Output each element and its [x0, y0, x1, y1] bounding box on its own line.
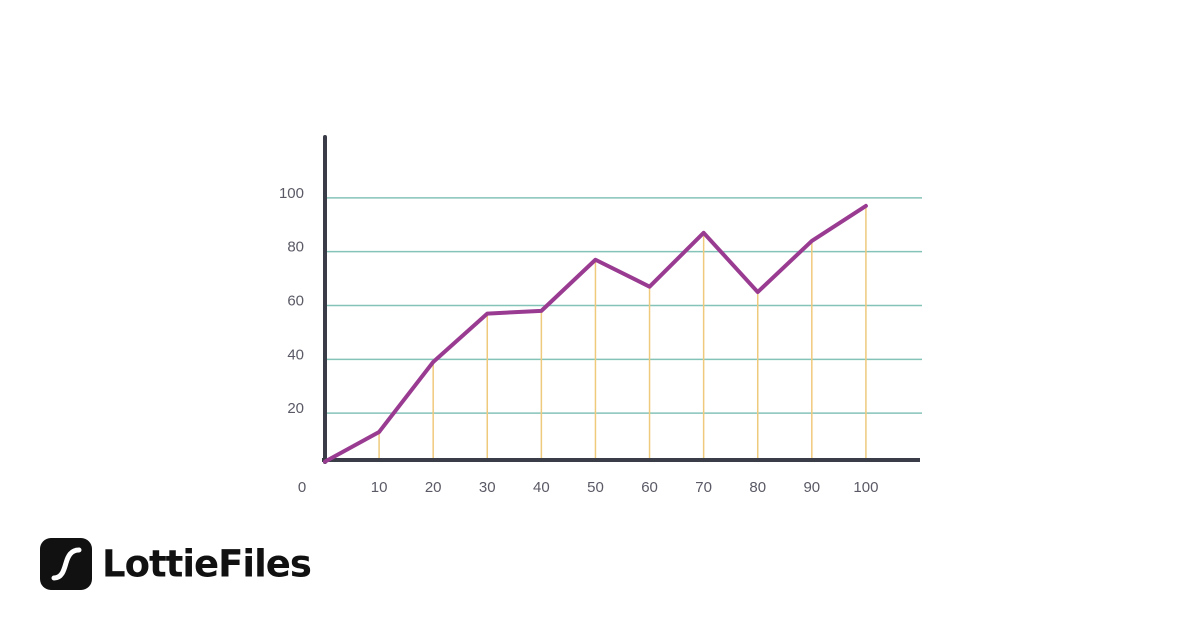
x-tick-label: 100: [853, 479, 878, 496]
y-tick-label: 40: [287, 346, 304, 363]
y-tick-label: 100: [279, 185, 304, 202]
y-tick-label: 80: [287, 239, 304, 256]
x-tick-label: 10: [371, 479, 388, 496]
x-tick-label: 80: [749, 479, 766, 496]
x-tick-label: 20: [425, 479, 442, 496]
x-tick-label: 40: [533, 479, 550, 496]
y-tick-label: 60: [287, 292, 304, 309]
logo-glyph: [51, 547, 82, 581]
y-tick-label: 20: [287, 400, 304, 417]
x-tick-label: 30: [479, 479, 496, 496]
x-tick-label: 0: [298, 479, 306, 496]
data-line: [323, 203, 868, 464]
x-tick-label: 60: [641, 479, 658, 496]
logo: LottieFiles: [40, 538, 312, 590]
x-tick-label: 50: [587, 479, 604, 496]
brand-name: LottieFiles: [102, 543, 311, 586]
x-tick-label: 90: [803, 479, 820, 496]
x-tick-label: 70: [695, 479, 712, 496]
